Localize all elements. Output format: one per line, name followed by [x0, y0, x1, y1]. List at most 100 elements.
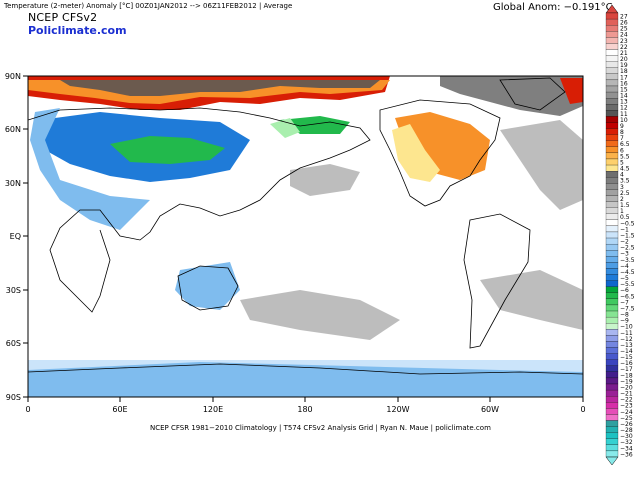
australia-cold — [175, 262, 240, 310]
legend-label: 26 — [620, 20, 628, 27]
legend-label: −3 — [620, 251, 629, 258]
legend-swatch — [605, 286, 619, 293]
legend-label: 22 — [620, 44, 628, 51]
legend-swatch — [605, 402, 619, 409]
legend-swatch — [605, 177, 619, 184]
eurasia-cold-light — [30, 108, 150, 230]
y-tick-label: 90N — [5, 72, 21, 81]
legend-label: −1 — [620, 226, 629, 233]
legend-label: 3 — [620, 184, 624, 191]
legend-swatch — [605, 110, 619, 117]
legend-swatch — [605, 104, 619, 111]
legend-swatch — [605, 450, 619, 458]
legend-swatch — [605, 250, 619, 257]
legend-label: 1.5 — [620, 202, 630, 209]
legend-label: 7 — [620, 135, 624, 142]
legend-swatch — [605, 31, 619, 38]
y-tick-label: 60N — [5, 125, 21, 134]
legend-label: 1 — [620, 208, 624, 215]
legend-swatch — [605, 414, 619, 421]
legend-swatch — [605, 37, 619, 44]
y-tick-label: 60S — [6, 339, 21, 348]
legend-label: −17 — [620, 366, 633, 373]
arctic-warm-east — [560, 78, 583, 104]
x-tick-label: 0 — [580, 405, 585, 414]
legend-label: 20 — [620, 56, 628, 63]
legend-swatch — [605, 195, 619, 202]
legend-swatch — [605, 292, 619, 299]
y-tick-label: 30S — [6, 286, 21, 295]
legend-label: 6.5 — [620, 141, 630, 148]
legend-label: 25 — [620, 26, 628, 33]
legend-label: −26 — [620, 421, 633, 428]
footer-credits: NCEP CFSR 1981−2010 Climatology | T574 C… — [150, 424, 491, 432]
legend-label: −34 — [620, 445, 633, 452]
x-axis: 0 60E 120E 180 120W 60W 0 — [25, 397, 586, 414]
legend-swatch — [605, 335, 619, 342]
site-label: Policlimate.com — [28, 24, 127, 37]
legend-swatch — [605, 298, 619, 306]
legend-label: −11 — [620, 330, 633, 337]
legend-label: 18 — [620, 68, 628, 75]
legend-label: −28 — [620, 427, 633, 434]
legend-label: 3.5 — [620, 178, 630, 185]
legend-swatch — [605, 341, 619, 348]
legend-swatch — [605, 213, 619, 220]
legend-label: −9 — [620, 318, 629, 325]
legend-swatch — [605, 12, 619, 20]
x-tick-label: 60W — [481, 405, 499, 414]
y-tick-label: 90S — [6, 393, 21, 402]
legend-label: −5 — [620, 275, 629, 282]
legend-label: −30 — [620, 433, 633, 440]
legend-label: −7.5 — [620, 305, 635, 312]
legend-label: −6 — [620, 287, 629, 294]
siberia-green-light — [270, 118, 300, 138]
arctic-brown-core — [60, 80, 380, 96]
legend-swatch — [605, 316, 619, 324]
legend-swatch — [605, 389, 619, 397]
legend-label: −24 — [620, 409, 633, 416]
north-america-warm-light — [392, 124, 440, 182]
legend-label: −6.5 — [620, 293, 635, 300]
legend-label: 24 — [620, 32, 628, 39]
legend-swatch — [605, 268, 619, 275]
legend-label: 12 — [620, 105, 628, 112]
legend-label: −3.5 — [620, 257, 635, 264]
legend-label: −36 — [620, 451, 633, 458]
legend-label: −4.5 — [620, 269, 635, 276]
legend-label: −22 — [620, 397, 633, 404]
legend-label: −18 — [620, 372, 633, 379]
legend-swatch — [605, 189, 619, 196]
legend-label: −2 — [620, 239, 629, 246]
legend-swatch — [605, 237, 619, 245]
legend-swatch — [605, 347, 619, 354]
legend-label: 5 — [620, 159, 624, 166]
legend-label: 2 — [620, 196, 624, 203]
legend-swatch — [605, 116, 619, 123]
legend-swatch — [605, 396, 619, 403]
legend-swatch — [605, 55, 619, 62]
legend-swatch — [605, 310, 619, 318]
legend-swatch — [605, 61, 619, 68]
legend-swatch — [605, 122, 619, 129]
legend-label: −32 — [620, 439, 633, 446]
south-atlantic-gray — [480, 270, 583, 330]
arctic-gray-east — [440, 76, 583, 116]
x-tick-label: 60E — [112, 405, 127, 414]
legend-label: 16 — [620, 80, 628, 87]
legend-swatch — [605, 383, 619, 391]
anomaly-map: 0 60E 120E 180 120W 60W 0 90N 60N 30N EQ… — [5, 72, 586, 414]
legend-label: 17 — [620, 74, 628, 81]
legend-swatch — [605, 438, 619, 445]
y-axis: 90N 60N 30N EQ 30S 60S 90S — [5, 72, 28, 402]
legend-swatch — [605, 134, 619, 141]
legend-swatch — [605, 365, 619, 372]
legend-swatch — [605, 408, 619, 415]
legend-label: 4.5 — [620, 166, 630, 173]
coastlines — [28, 77, 583, 375]
legend-swatch — [605, 304, 619, 312]
legend-swatch — [605, 377, 619, 385]
legend-swatch — [605, 18, 619, 26]
legend-swatch — [605, 420, 619, 427]
global-anomaly: Global Anom: −0.191°C — [493, 2, 613, 13]
